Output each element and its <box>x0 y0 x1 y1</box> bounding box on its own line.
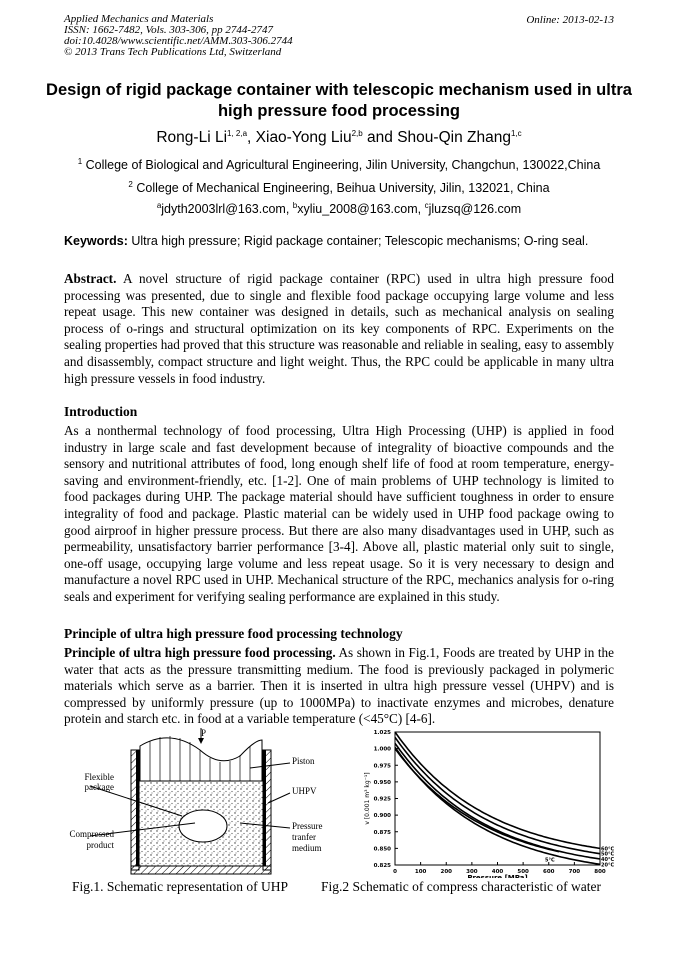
y-tick-label: 0.875 <box>374 830 392 836</box>
abstract: Abstract. A novel structure of rigid pac… <box>64 271 614 387</box>
fig1-caption: Fig.1. Schematic representation of UHP <box>72 879 288 894</box>
series-line-4 <box>394 748 560 853</box>
keywords-text: Ultra high pressure; Rigid package conta… <box>127 234 589 248</box>
series-line-0 <box>394 731 601 850</box>
email: xyliu_2008@163.com, <box>297 202 425 217</box>
series-line-1 <box>394 736 601 855</box>
emails: ajdyth2003lrl@163.com, bxyliu_2008@163.c… <box>0 201 678 216</box>
aff-text: College of Biological and Agricultural E… <box>85 158 601 173</box>
abstract-label: Abstract. <box>64 271 117 286</box>
author: Shou-Qin Zhang <box>397 129 511 147</box>
doi: doi:10.4028/www.scientific.net/AMM.303-3… <box>64 35 293 47</box>
copyright: © 2013 Trans Tech Publications Ltd, Swit… <box>64 46 282 58</box>
author: Xiao-Yong Liu <box>255 129 352 147</box>
aff-sup: 2 <box>128 180 133 189</box>
email: jluzsq@126.com <box>428 202 522 217</box>
affiliation: 1 College of Biological and Agricultural… <box>0 157 678 172</box>
series-label: 5°C <box>545 858 555 864</box>
label-medium: medium <box>292 843 322 853</box>
intro-paragraph: As a nonthermal technology of food proce… <box>64 423 614 604</box>
fig1-schematic: P Piston Flexible package UHPV Compresse… <box>70 728 323 875</box>
x-tick-label: 800 <box>594 869 606 875</box>
series-line-2 <box>394 742 601 860</box>
email-sup: a <box>156 201 162 210</box>
author-sup: 1, 2,a <box>227 129 248 138</box>
affiliation: 2 College of Mechanical Engineering, Bei… <box>0 180 678 195</box>
journal-name: Applied Mechanics and Materials <box>64 13 214 25</box>
x-tick-label: 600 <box>543 869 555 875</box>
x-tick-label: 500 <box>517 869 529 875</box>
online-date: Online: 2013-02-13 <box>526 14 614 26</box>
y-tick-label: 0.925 <box>374 797 392 803</box>
y-tick-label: 0.900 <box>374 813 392 819</box>
keywords-label: Keywords: <box>64 234 128 248</box>
y-axis-label: v [0.001 m³ kg⁻¹] <box>364 772 371 824</box>
authors: Rong-Li Li1, 2,a, Xiao-Yong Liu2,b and S… <box>156 129 522 147</box>
y-tick-label: 0.825 <box>374 863 392 869</box>
label-package: package <box>85 782 114 792</box>
label-uhpv: UHPV <box>292 786 317 796</box>
principle-label: Principle of ultra high pressure food pr… <box>64 645 336 660</box>
principle-text: As shown in Fig.1, Foods are treated by … <box>64 645 614 727</box>
x-tick-label: 0 <box>393 869 397 875</box>
series-label: 50°C <box>601 852 614 858</box>
author-sup: 1,c <box>510 129 522 138</box>
label-p: P <box>201 728 206 738</box>
x-tick-label: 700 <box>569 869 581 875</box>
abstract-text: A novel structure of rigid package conta… <box>64 271 614 386</box>
label-compressed: Compressed <box>70 829 115 839</box>
series-label: 40°C <box>601 857 614 863</box>
email-sup: c <box>424 201 429 210</box>
principle-paragraph: Principle of ultra high pressure food pr… <box>64 645 614 728</box>
section-heading: Principle of ultra high pressure food pr… <box>64 626 403 641</box>
email: jdyth2003lrl@163.com, <box>161 202 293 217</box>
x-tick-label: 400 <box>492 869 504 875</box>
email-sup: b <box>292 201 298 210</box>
y-tick-label: 0.850 <box>374 846 392 852</box>
author: Rong-Li Li <box>156 129 228 147</box>
series-label: 60°C <box>601 846 614 852</box>
label-flexible: Flexible <box>85 772 115 782</box>
y-tick-label: 0.975 <box>374 763 392 769</box>
y-tick-label: 1.000 <box>374 747 392 753</box>
paper-title: Design of rigid package container with t… <box>46 81 632 120</box>
author-sup: 2,b <box>351 129 363 138</box>
aff-sup: 1 <box>77 157 83 166</box>
section-heading: Introduction <box>64 404 138 419</box>
vessel-bottom <box>130 865 272 875</box>
fig2-caption: Fig.2 Schematic of compress characterist… <box>321 879 602 894</box>
issn: ISSN: 1662-7482, Vols. 303-306, pp 2744-… <box>64 24 273 36</box>
plot-frame <box>394 731 601 866</box>
x-tick-label: 100 <box>415 869 427 875</box>
x-axis-label: Pressure [MPa] <box>467 874 527 878</box>
x-tick-label: 200 <box>441 869 453 875</box>
keywords: Keywords: Ultra high pressure; Rigid pac… <box>64 234 588 248</box>
label-piston: Piston <box>292 756 315 766</box>
series-line-3 <box>394 746 601 866</box>
journal-header: Applied Mechanics and Materials ISSN: 16… <box>64 14 293 58</box>
food-package <box>178 809 228 843</box>
y-tick-label: 1.025 <box>374 730 392 736</box>
x-tick-label: 300 <box>466 869 478 875</box>
label-tranfer: tranfer <box>292 832 316 842</box>
y-tick-label: 0.950 <box>374 780 392 786</box>
piston <box>139 737 263 782</box>
series-label: 20°C <box>601 862 614 868</box>
label-product: product <box>87 840 115 850</box>
label-pressure: Pressure <box>292 821 323 831</box>
aff-text: College of Mechanical Engineering, Beihu… <box>136 181 550 196</box>
fig2-chart: 0 100 200 300 400 500 600 700 800 0.825 0.850 0.875… <box>364 730 614 878</box>
